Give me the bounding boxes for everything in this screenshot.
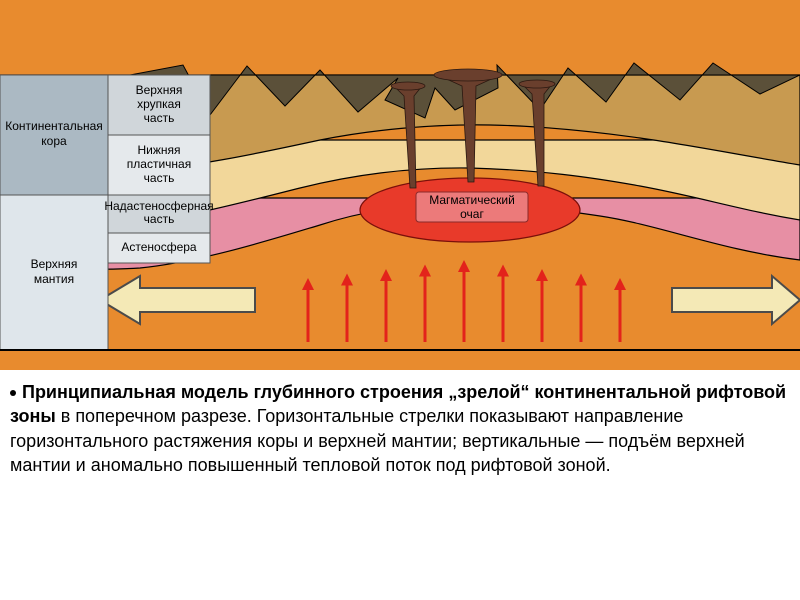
label-mantle-l1: Верхняя bbox=[31, 257, 78, 271]
label-crust-l2: кора bbox=[41, 134, 67, 148]
label-asth: Астеносфера bbox=[121, 240, 197, 254]
magma-label-l1: Магматический bbox=[429, 193, 515, 207]
caption-rest: в поперечном разрезе. Горизонтальные стр… bbox=[10, 406, 745, 475]
diagram-bottom-border bbox=[0, 349, 800, 351]
diagram-svg: Магматический очаг Континентальная кора … bbox=[0, 0, 800, 370]
label-supra-l1: Надастеносферная bbox=[104, 199, 213, 213]
label-supra-l2: часть bbox=[144, 212, 175, 226]
label-brittle-l2: хрупкая bbox=[137, 97, 181, 111]
label-crust-l1: Континентальная bbox=[5, 119, 103, 133]
label-ductile-l1: Нижняя bbox=[137, 143, 180, 157]
magma-label-l2: очаг bbox=[460, 207, 484, 221]
label-ductile-l2: пластичная bbox=[127, 157, 191, 171]
caption: Принципиальная модель глубинного строени… bbox=[0, 370, 800, 477]
bullet-icon bbox=[10, 390, 16, 396]
label-mantle-l2: мантия bbox=[34, 272, 74, 286]
label-brittle-l3: часть bbox=[144, 111, 175, 125]
rift-diagram: Магматический очаг Континентальная кора … bbox=[0, 0, 800, 370]
label-brittle-l1: Верхняя bbox=[136, 83, 183, 97]
label-ductile-l3: часть bbox=[144, 171, 175, 185]
